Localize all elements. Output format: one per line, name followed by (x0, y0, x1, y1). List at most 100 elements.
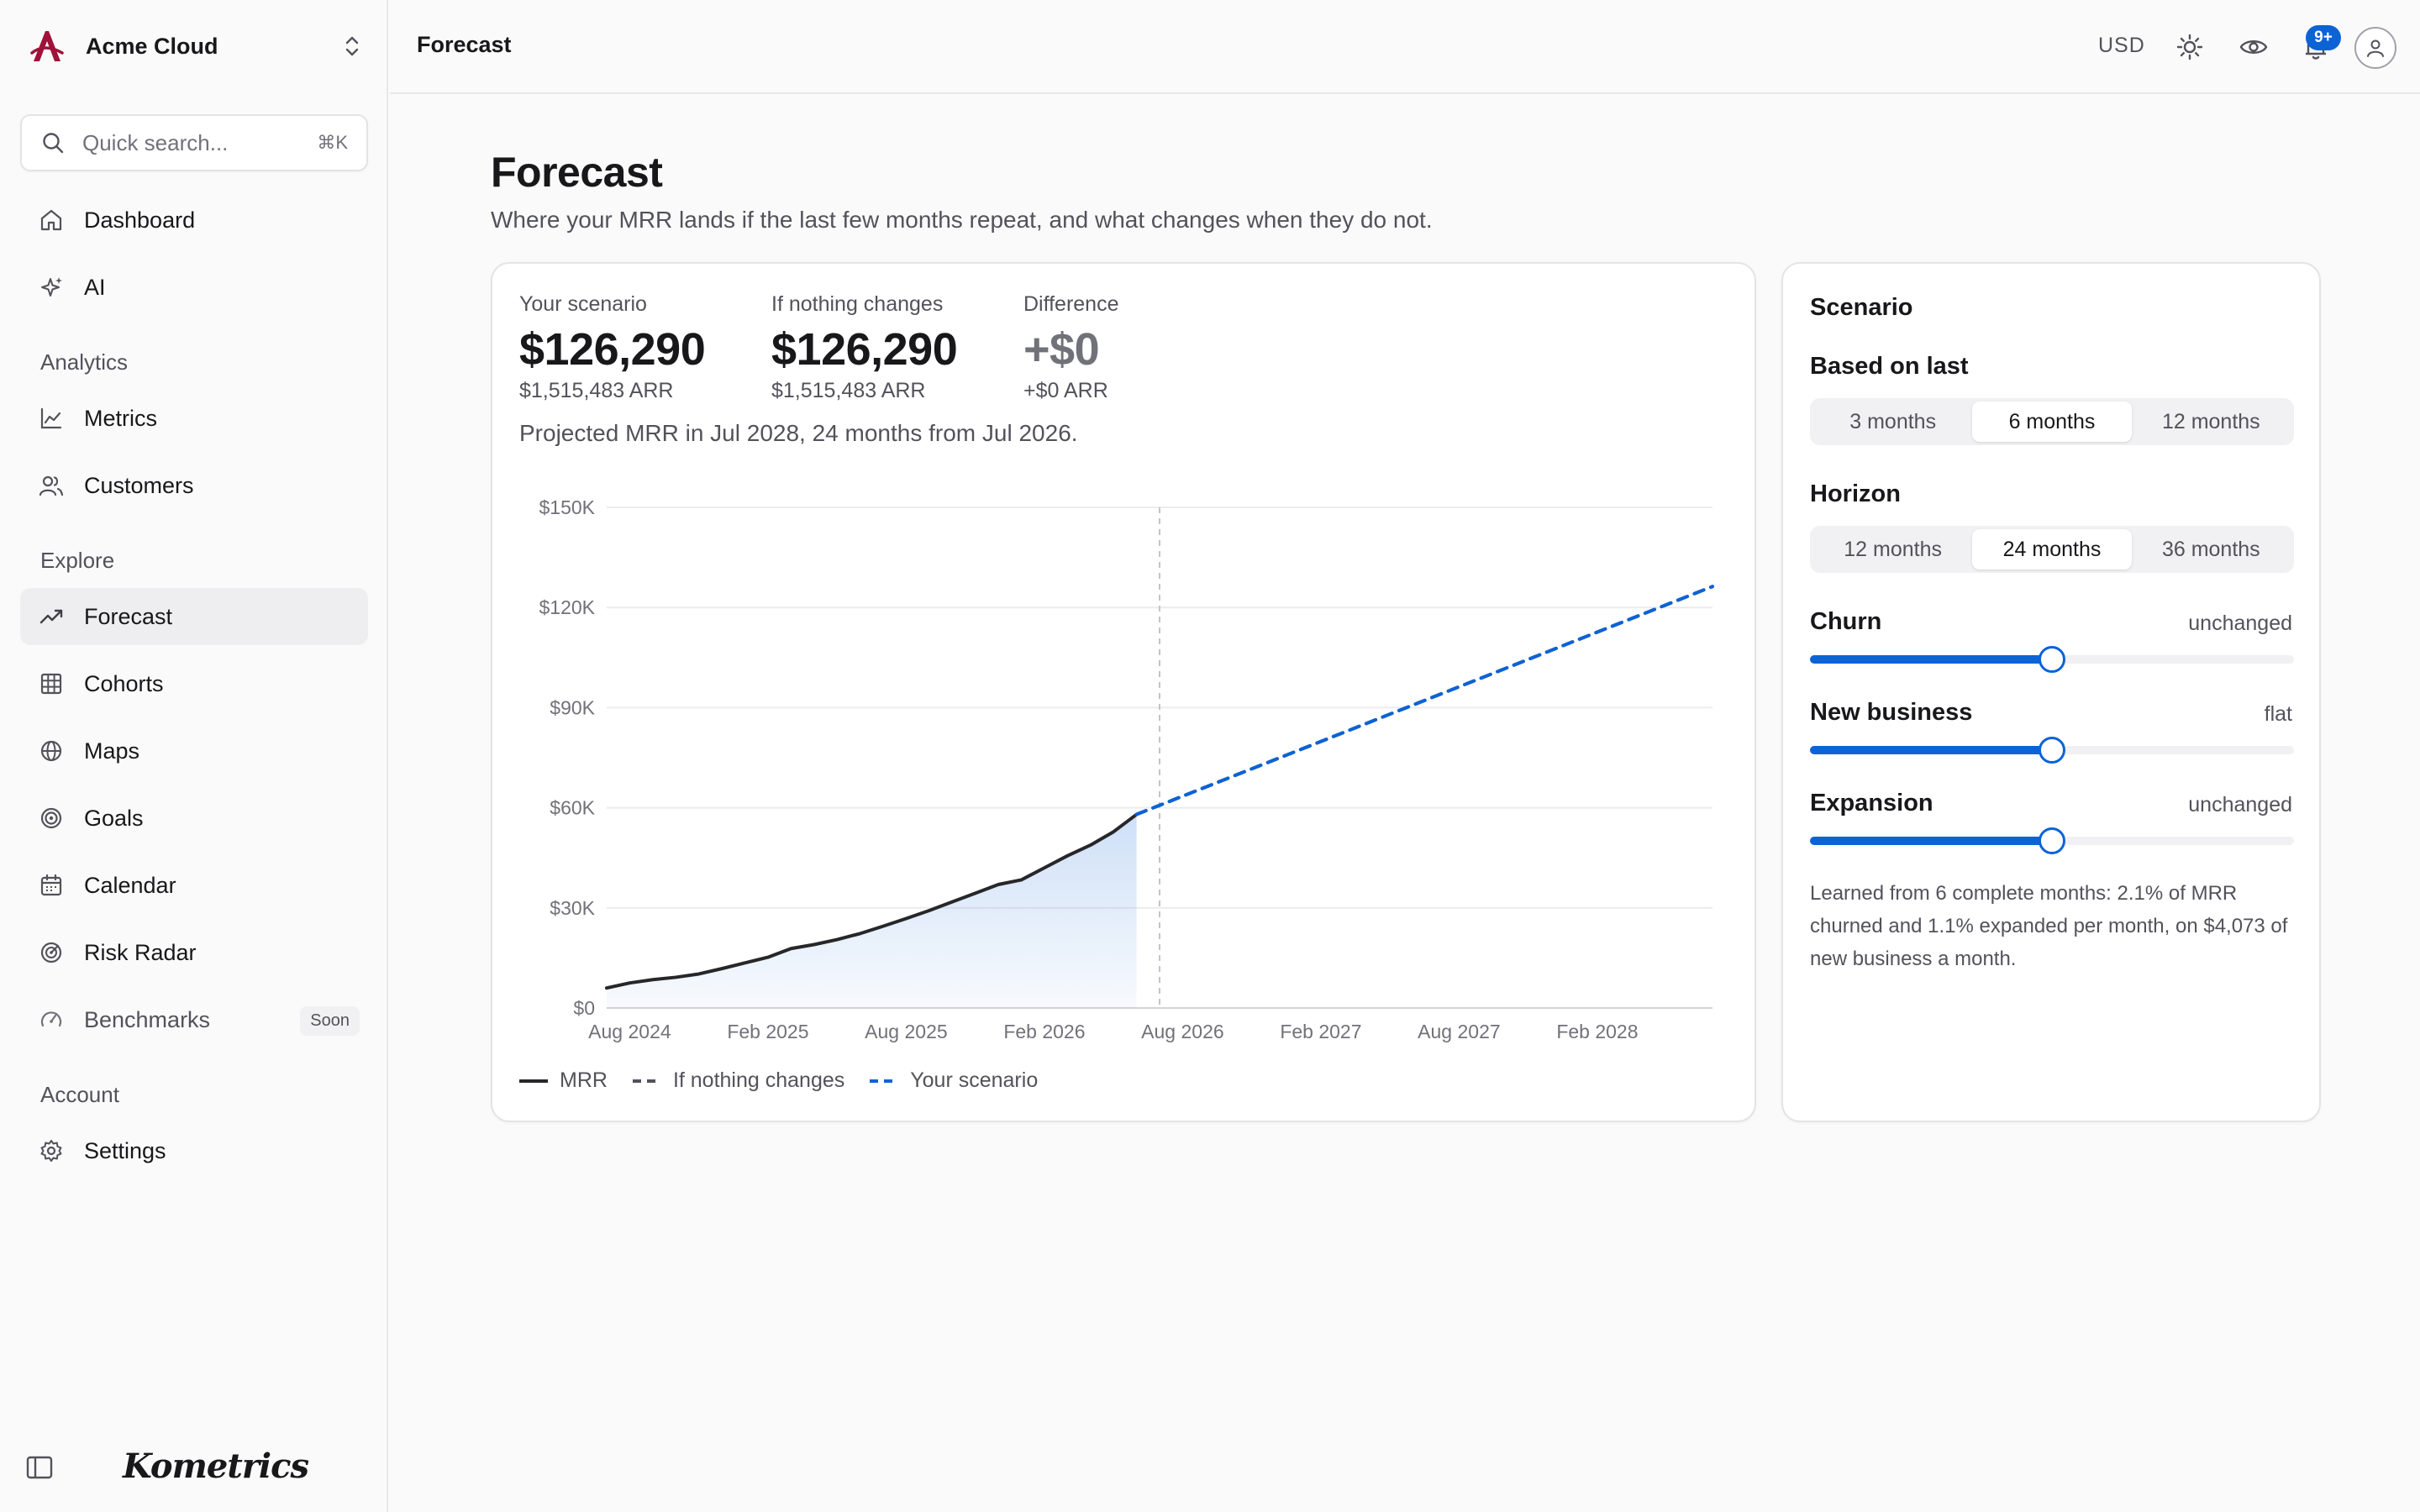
horizon-segmented-control: 12 months 24 months 36 months (1810, 526, 2294, 573)
churn-label: Churn (1810, 608, 1882, 635)
sidebar-toggle-icon[interactable] (25, 1453, 54, 1482)
based-on-segmented-control: 3 months 6 months 12 months (1810, 398, 2294, 445)
your-scenario-line (1134, 585, 1714, 816)
horizon-option-36-months[interactable]: 36 months (2161, 537, 2260, 561)
x-tick-label: Aug 2026 (1141, 1021, 1223, 1042)
projection-note: Projected MRR in Jul 2028, 24 months fro… (519, 420, 1078, 446)
sidebar-item-calendar[interactable]: Calendar (20, 857, 368, 914)
new-business-value: flat (2264, 702, 2292, 726)
sidebar: Acme Cloud Quick search... ⌘K Dashboard … (0, 0, 388, 1512)
section-label-account: Account (40, 1082, 119, 1107)
y-tick-label: $90K (550, 696, 595, 718)
chart-legend: MRR If nothing changes Your scenario (519, 1068, 1063, 1093)
y-tick-label: $150K (539, 496, 595, 518)
chevron-up-down-icon[interactable] (339, 34, 365, 59)
search-shortcut: ⌘K (317, 132, 348, 153)
horizon-label: Horizon (1810, 480, 1901, 507)
expansion-slider[interactable] (1810, 827, 2294, 855)
sidebar-item-customers[interactable]: Customers (20, 457, 368, 514)
sidebar-item-ai[interactable]: AI (20, 259, 368, 316)
x-tick-label: Feb 2027 (1280, 1021, 1361, 1042)
users-icon (39, 475, 64, 496)
avatar[interactable] (2354, 27, 2396, 69)
y-tick-label: $0 (573, 997, 595, 1019)
scenario-note: Learned from 6 complete months: 2.1% of … (1810, 882, 2288, 970)
kpi-if-nothing-changes: If nothing changes $126,290 $1,515,483 A… (771, 292, 958, 402)
sparkles-icon (41, 277, 62, 297)
scenario-card: Scenario Based on last 3 months 6 months… (1781, 262, 2321, 1122)
x-tick-label: Feb 2028 (1556, 1021, 1638, 1042)
based-on-option-12-months[interactable]: 12 months (2161, 409, 2260, 433)
trending-up-icon (39, 609, 63, 624)
gauge-icon (40, 1011, 62, 1027)
expansion-value: unchanged (2188, 793, 2292, 816)
home-icon (40, 209, 62, 231)
grid-icon (40, 673, 62, 695)
sun-icon[interactable] (2175, 32, 2205, 62)
churn-value: unchanged (2188, 612, 2292, 635)
sidebar-item-benchmarks[interactable]: Benchmarks Soon (20, 991, 368, 1048)
sidebar-item-maps[interactable]: Maps (20, 722, 368, 780)
churn-slider[interactable] (1810, 645, 2294, 674)
legend-item-nothing-changes: If nothing changes (632, 1068, 845, 1092)
sidebar-item-metrics[interactable]: Metrics (20, 390, 368, 447)
y-tick-label: $30K (550, 897, 595, 919)
x-tick-label: Aug 2024 (588, 1021, 671, 1042)
sidebar-item-goals[interactable]: Goals (20, 790, 368, 847)
kpi-your-scenario: Your scenario $126,290 $1,515,483 ARR (519, 292, 706, 402)
topbar: Forecast USD 9+ (390, 0, 2420, 94)
x-tick-label: Aug 2025 (865, 1021, 947, 1042)
new-business-label: New business (1810, 699, 1973, 726)
expansion-slider-thumb[interactable] (2039, 827, 2065, 854)
churn-slider-thumb[interactable] (2039, 646, 2065, 673)
page-title: Forecast (491, 149, 663, 196)
globe-icon (40, 740, 62, 762)
mrr-area (607, 814, 1137, 1008)
sidebar-item-forecast[interactable]: Forecast (20, 588, 368, 645)
calendar-icon (40, 874, 62, 896)
currency-selector[interactable]: USD (2098, 34, 2145, 57)
expansion-label: Expansion (1810, 790, 1933, 816)
horizon-option-12-months[interactable]: 12 months (1844, 537, 1943, 561)
sidebar-item-settings[interactable]: Settings (20, 1122, 368, 1179)
workspace-name: Acme Cloud (86, 33, 218, 59)
forecast-chart: $0 $30K $60K $90K $120K $150K Aug 2024 Feb 2025… (539, 496, 1714, 1042)
forecast-card: Your scenario $126,290 $1,515,483 ARR If… (491, 262, 1756, 1122)
x-tick-label: Feb 2026 (1003, 1021, 1085, 1042)
search-icon (43, 133, 64, 154)
target-icon (40, 807, 62, 829)
based-on-option-3-months[interactable]: 3 months (1849, 409, 1937, 433)
legend-item-your-scenario: Your scenario (870, 1068, 1039, 1092)
wordmark-logo: Kometrics (123, 1446, 309, 1486)
section-label-analytics: Analytics (40, 349, 129, 375)
based-on-label: Based on last (1810, 353, 1969, 380)
radar-icon (40, 942, 62, 963)
y-tick-label: $60K (550, 797, 595, 819)
search-placeholder: Quick search... (82, 129, 229, 155)
new-business-slider-thumb[interactable] (2039, 737, 2065, 764)
user-icon (2367, 39, 2384, 57)
line-chart-icon (40, 407, 62, 429)
topbar-title: Forecast (417, 32, 512, 57)
search-input[interactable]: Quick search... ⌘K (20, 114, 368, 171)
kpi-difference: Difference +$0 +$0 ARR (1023, 292, 1119, 402)
new-business-slider[interactable] (1810, 736, 2294, 764)
section-label-explore: Explore (40, 548, 115, 573)
workspace-switcher[interactable]: Acme Cloud (29, 24, 365, 69)
sidebar-item-risk-radar[interactable]: Risk Radar (20, 924, 368, 981)
soon-badge: Soon (300, 1006, 360, 1036)
eye-icon[interactable] (2238, 32, 2269, 62)
horizon-option-24-months[interactable]: 24 months (1972, 529, 2132, 570)
sidebar-item-dashboard[interactable]: Dashboard (20, 192, 368, 249)
y-tick-label: $120K (539, 596, 595, 618)
notification-badge: 9+ (2306, 25, 2341, 50)
x-tick-label: Feb 2025 (727, 1021, 808, 1042)
sidebar-item-cohorts[interactable]: Cohorts (20, 655, 368, 712)
page-subtitle: Where your MRR lands if the last few mon… (491, 207, 1433, 233)
legend-item-mrr: MRR (519, 1068, 608, 1092)
x-tick-label: Aug 2027 (1418, 1021, 1500, 1042)
gear-icon (40, 1140, 62, 1162)
scenario-title: Scenario (1810, 294, 1913, 321)
based-on-option-6-months[interactable]: 6 months (1972, 402, 2132, 442)
brand-logo-icon (30, 31, 64, 61)
